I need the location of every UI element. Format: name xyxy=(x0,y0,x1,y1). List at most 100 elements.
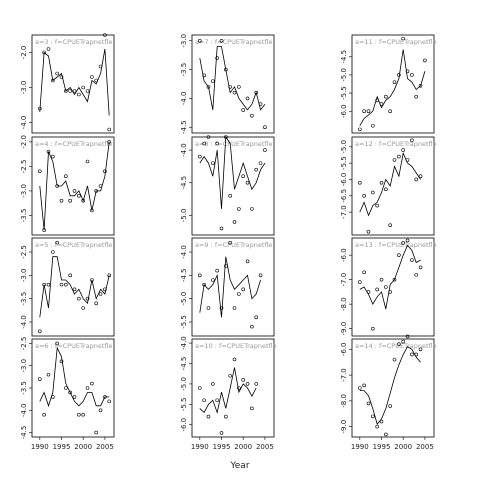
point xyxy=(51,250,55,254)
point xyxy=(392,158,397,162)
panel-frame xyxy=(191,34,275,134)
point xyxy=(77,92,81,97)
point xyxy=(107,273,112,278)
point xyxy=(250,406,254,411)
panel-frame xyxy=(351,237,435,337)
point xyxy=(388,109,392,114)
point xyxy=(98,64,103,69)
point xyxy=(232,90,237,95)
point xyxy=(219,431,224,435)
point xyxy=(237,292,241,296)
point xyxy=(72,395,77,399)
point xyxy=(64,89,68,93)
y-tick-label: -5.5 xyxy=(340,156,348,170)
panel-frame xyxy=(351,34,435,134)
point xyxy=(237,85,241,89)
y-tick-label: -6.5 xyxy=(340,189,348,203)
point xyxy=(55,341,59,346)
y-tick-label: -7.0 xyxy=(340,368,348,382)
point xyxy=(418,347,423,352)
point xyxy=(245,180,250,185)
point xyxy=(107,127,112,132)
y-tick-label: -4.0 xyxy=(180,336,188,350)
point xyxy=(72,189,77,193)
strip-label: a=8 : f=CPUETrapnetfle xyxy=(195,140,273,148)
point xyxy=(410,138,414,143)
y-tick-label: -3.5 xyxy=(20,381,28,395)
point xyxy=(263,148,267,152)
point xyxy=(405,334,410,339)
point xyxy=(103,395,107,399)
y-tick-label: -5.0 xyxy=(180,209,188,223)
point xyxy=(384,432,388,437)
y-tick-label: -4.0 xyxy=(180,245,188,259)
point xyxy=(51,154,55,159)
point xyxy=(418,265,423,270)
point xyxy=(241,174,245,178)
point xyxy=(401,339,405,344)
x-tick-label: 2000 xyxy=(234,443,252,451)
point xyxy=(59,282,64,287)
y-tick-label: -6.0 xyxy=(180,418,188,432)
point xyxy=(362,270,366,275)
point xyxy=(206,135,211,139)
point xyxy=(379,102,384,106)
y-tick-label: -5.5 xyxy=(340,86,348,100)
point xyxy=(219,306,224,310)
point xyxy=(392,277,397,282)
point xyxy=(68,89,72,93)
point xyxy=(258,102,263,106)
strip-label: a=10 : f=CPUETrapnetfle xyxy=(195,342,277,350)
point xyxy=(241,378,245,382)
point xyxy=(245,382,250,386)
strip-label: a=7 : f=CPUETrapnetfle xyxy=(195,38,273,46)
point xyxy=(224,264,228,268)
y-tick-label: -5.5 xyxy=(180,397,188,411)
point xyxy=(410,258,414,262)
y-tick-label: -4.0 xyxy=(20,403,28,417)
point xyxy=(198,386,202,390)
point xyxy=(98,408,103,413)
point xyxy=(206,414,211,419)
point xyxy=(263,125,267,130)
point xyxy=(232,306,237,310)
point xyxy=(198,273,202,278)
point xyxy=(68,198,72,203)
fit-line xyxy=(199,256,261,318)
y-tick-label: -8.0 xyxy=(340,394,348,408)
point xyxy=(42,412,46,417)
y-tick-label: -3.5 xyxy=(20,292,28,306)
point xyxy=(72,287,77,292)
point xyxy=(107,140,112,144)
y-tick-label: -2.0 xyxy=(20,135,28,149)
point xyxy=(228,85,232,89)
point xyxy=(81,306,85,310)
point xyxy=(384,187,388,192)
panel-frame xyxy=(31,237,115,337)
point xyxy=(410,352,414,357)
point xyxy=(103,169,107,174)
point xyxy=(366,290,371,294)
point xyxy=(414,94,419,99)
point xyxy=(388,290,392,294)
point xyxy=(375,424,379,429)
y-tick-label: -2.5 xyxy=(20,160,28,174)
fit-line xyxy=(39,48,110,116)
point xyxy=(85,296,90,301)
x-tick-label: 1995 xyxy=(213,443,231,451)
point xyxy=(358,127,362,132)
point xyxy=(228,240,232,245)
point xyxy=(237,207,241,211)
point xyxy=(392,80,397,84)
point xyxy=(38,329,42,334)
y-tick-label: -6.0 xyxy=(340,342,348,356)
point xyxy=(215,141,219,146)
point xyxy=(215,268,219,273)
point xyxy=(211,382,215,386)
point xyxy=(77,194,81,198)
point xyxy=(68,273,72,278)
y-tick-label: -5.0 xyxy=(340,68,348,82)
point xyxy=(250,207,254,211)
fit-line xyxy=(199,135,266,209)
